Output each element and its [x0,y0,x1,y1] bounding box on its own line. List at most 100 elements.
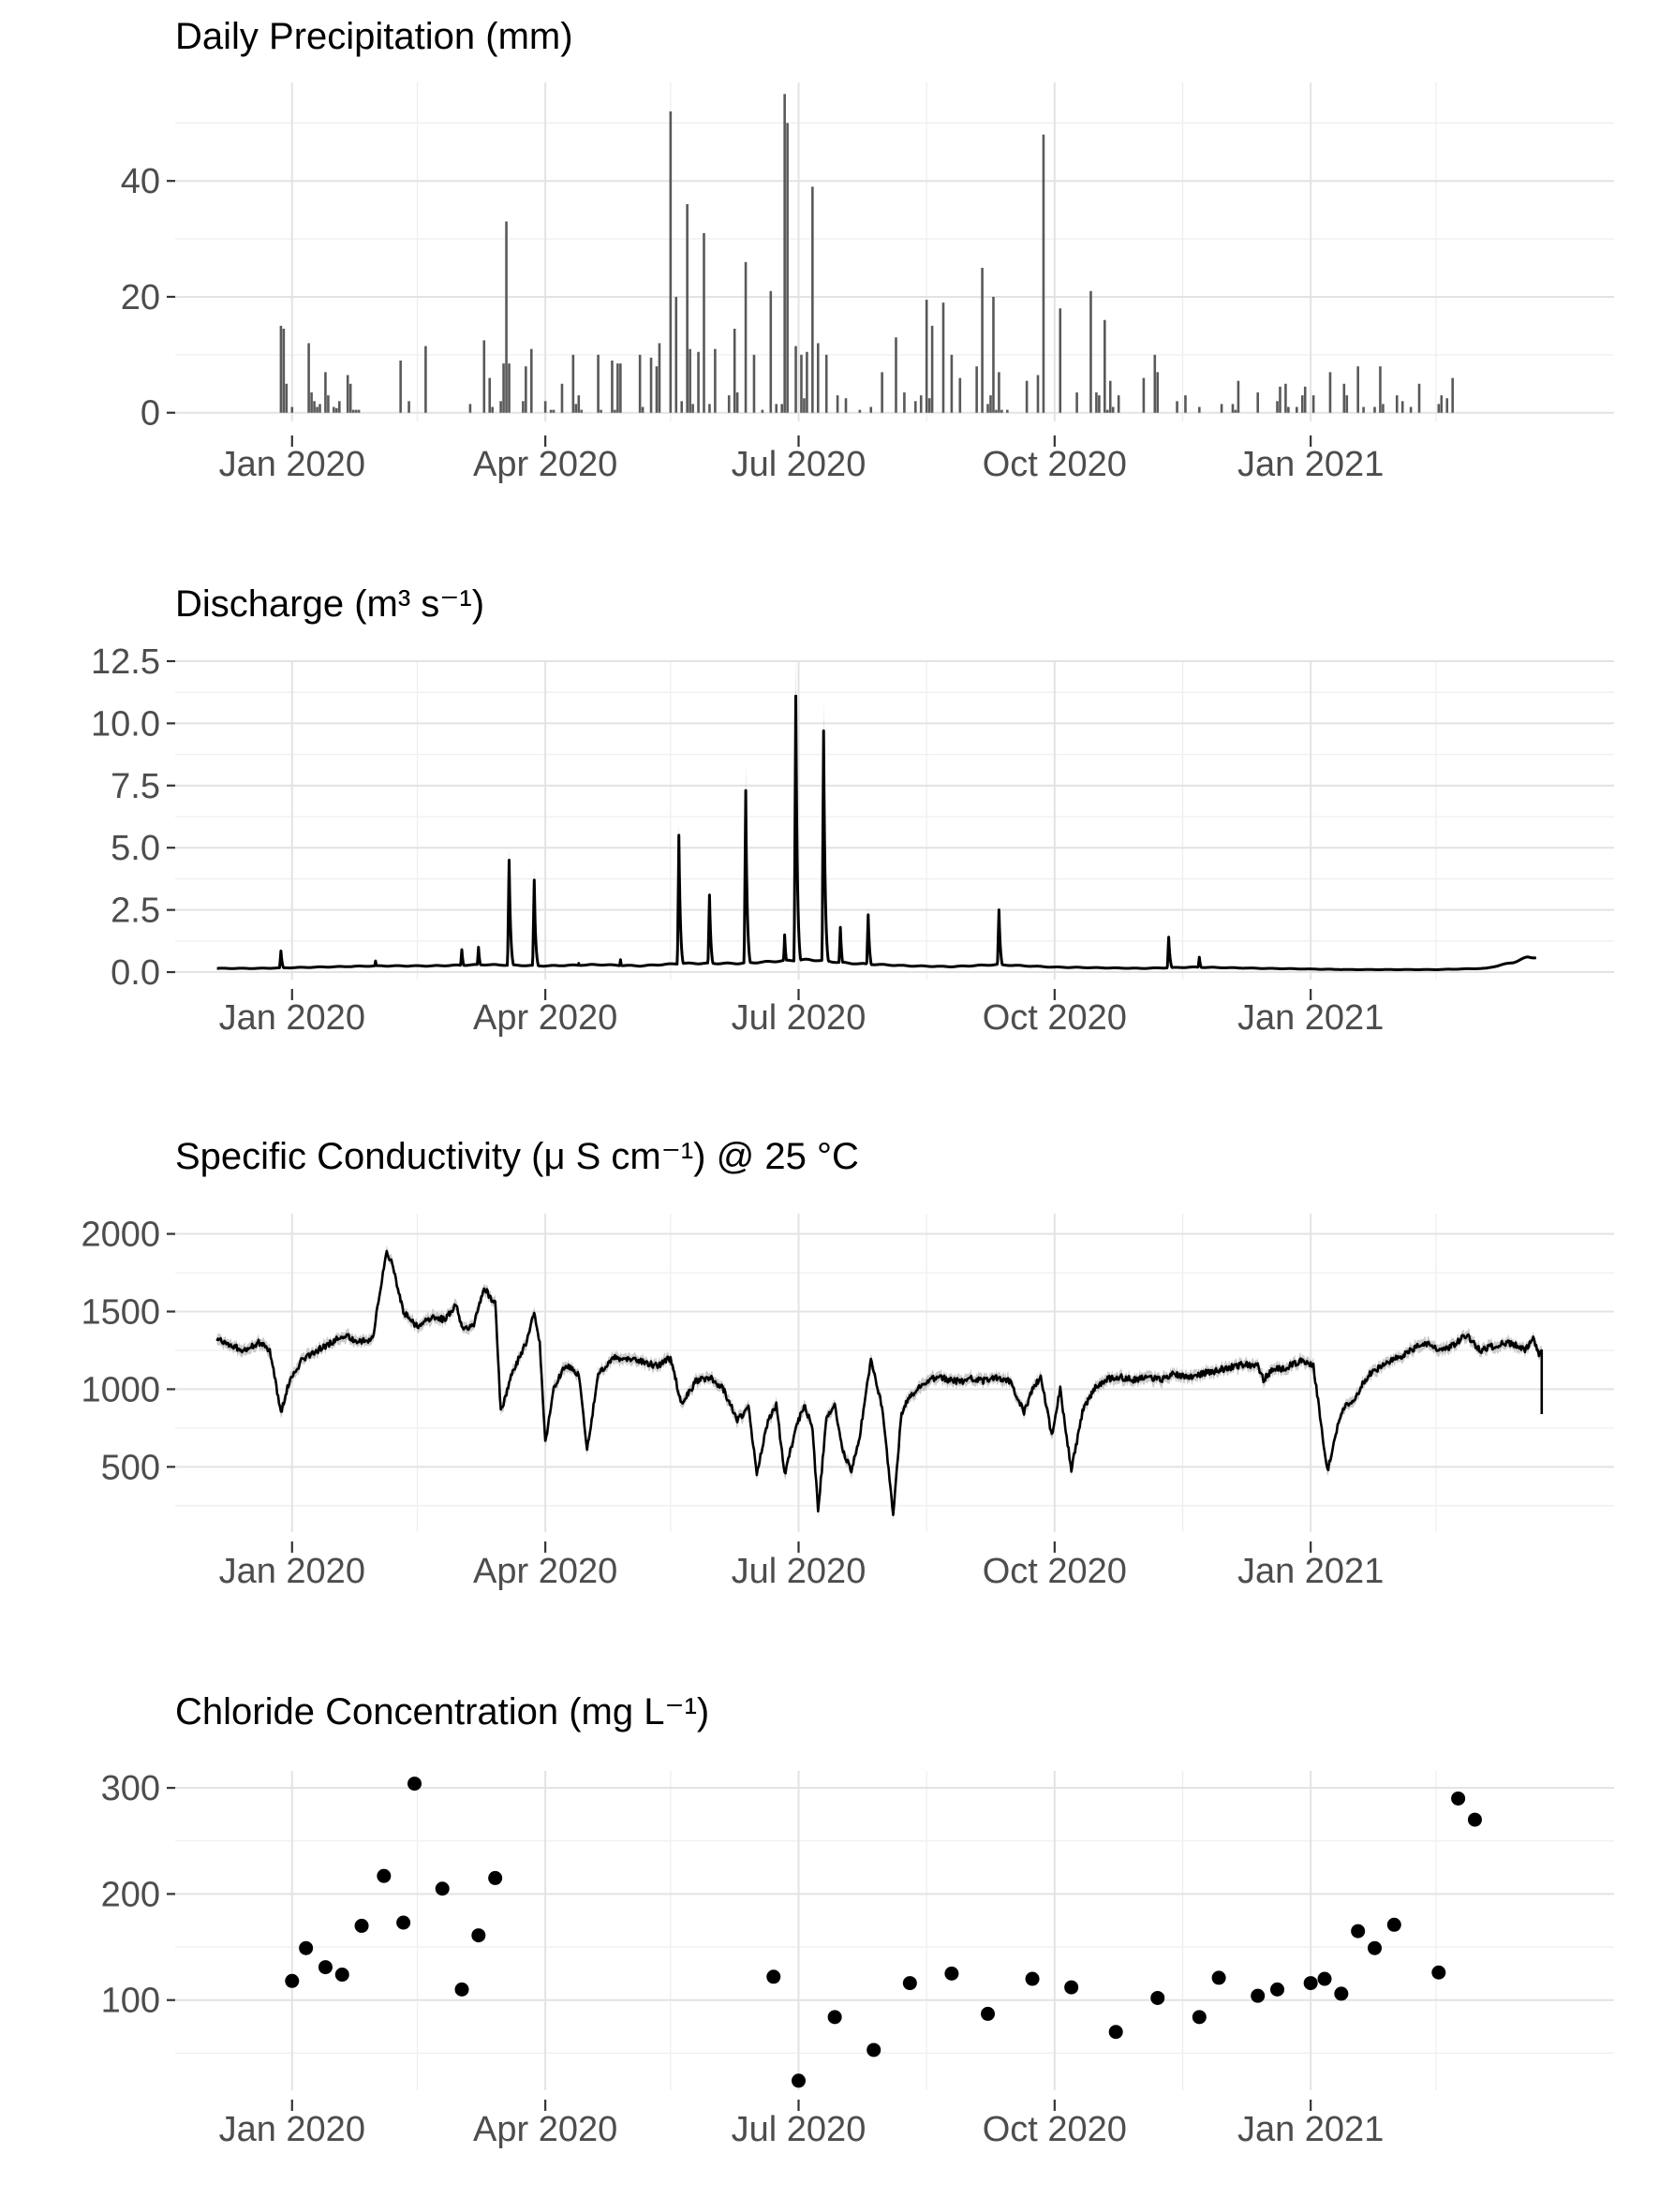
precipitation-bar [1395,395,1399,413]
precipitation-panel: Daily Precipitation (mm) 0 20 40 Jan 2020 Ap… [121,16,1614,484]
chloride-point [1451,1791,1466,1806]
precipitation-bar [1042,134,1045,413]
precipitation-bar [337,401,341,413]
chloride-point [299,1940,314,1955]
panel-title: Specific Conductivity (μ S cm⁻¹) @ 25 °C [175,1136,859,1177]
precipitation-bar [285,383,289,413]
chloride-point [1467,1812,1482,1827]
precipitation-bar [468,404,472,413]
precipitation-bar [1108,380,1112,413]
chloride-point [454,1982,469,1997]
precipitation-bar [697,351,700,413]
precipitation-bar [357,409,361,413]
precipitation-bar [836,395,839,413]
precipitation-bar [318,404,321,413]
precipitation-bar [1117,395,1120,413]
gridlines [175,1771,1614,2090]
precipitation-bar [780,404,783,413]
chloride-point [1386,1917,1401,1932]
precipitation-bar [1198,406,1201,413]
precipitation-bar [522,401,525,413]
precipitation-bar [1220,404,1223,413]
precipitation-bar [316,406,318,413]
precipitation-bars [279,94,1454,413]
precipitation-bar [927,398,931,413]
y-tick-label: 100 [101,1982,160,2021]
precipitation-bar [1153,354,1157,413]
chloride-point [1303,1976,1318,1991]
precipitation-bar [614,409,616,413]
x-tick-label: Jul 2020 [732,445,867,484]
precipitation-bar [958,377,962,413]
chloride-point [1317,1971,1332,1986]
x-tick-label: Apr 2020 [473,2110,617,2149]
x-tick-label: Oct 2020 [983,998,1127,1038]
y-tick-label: 7.5 [111,767,160,806]
precipitation-bar [1311,395,1315,413]
precipitation-bar [1303,386,1307,413]
panel-title: Daily Precipitation (mm) [175,16,573,57]
chloride-point [1251,1988,1266,2003]
precipitation-bar [1409,406,1413,413]
precipitation-bar [703,232,705,413]
precipitation-bar [499,401,502,413]
precipitation-bar [1373,406,1376,413]
precipitation-bar [1362,406,1365,413]
precipitation-bar [1098,395,1101,413]
discharge-panel: Discharge (m³ s⁻¹) 0.0 2.5 5.0 7.5 10.0 12.5 J… [91,583,1614,1038]
precipitation-bar [925,300,928,413]
precipitation-bar [571,354,575,413]
y-tick-label: 1500 [81,1292,160,1332]
precipitation-bar [775,404,778,413]
precipitation-bar [881,372,883,413]
precipitation-bar [508,363,511,413]
precipitation-bar [689,348,691,413]
conductivity-line [215,1249,1544,1516]
y-tick-label: 40 [121,162,160,201]
conductivity-uncertainty-band [216,1245,1542,1520]
x-tick-label: Jan 2020 [219,998,365,1038]
x-tick-label: Jul 2020 [732,998,867,1038]
precipitation-bar [995,409,998,413]
chloride-point [488,1870,503,1885]
y-tick-label: 1000 [81,1370,160,1409]
precipitation-bar [1356,366,1359,413]
chloride-point [1367,1940,1382,1955]
precipitation-bar [324,372,327,413]
precipitation-bar [638,354,642,413]
precipitation-bar [998,372,1000,413]
precipitation-bar [1111,406,1115,413]
chloride-point [1351,1924,1366,1939]
precipitation-bar [619,363,622,413]
chloride-point [1150,1990,1165,2005]
chloride-point [318,1960,333,1975]
precipitation-bar [680,401,684,413]
precipitation-bar [1025,380,1029,413]
chloride-point [867,2042,881,2057]
precipitation-bar [1342,383,1346,413]
precipitation-bar [1287,406,1290,413]
chloride-point [1025,1971,1040,1986]
precipitation-bar [1184,395,1187,413]
chloride-point [1211,1970,1226,1985]
precipitation-bar [313,401,316,413]
precipitation-bar [1176,401,1178,413]
precipitation-bar [903,392,906,413]
precipitation-bar [1000,409,1003,413]
precipitation-bar [686,203,689,413]
precipitation-bar [669,111,673,413]
x-tick-label: Jul 2020 [732,2110,867,2149]
precipitation-bar [333,406,335,413]
chloride-point [944,1966,959,1981]
precipitation-bar [1451,377,1454,413]
precipitation-bar [482,340,486,413]
precipitation-bar [794,346,797,413]
x-tick-label: Oct 2020 [983,2110,1127,2149]
precipitation-bar [674,296,678,413]
x-tick-label: Jul 2020 [732,1552,867,1591]
x-tick-label: Apr 2020 [473,1552,617,1591]
precipitation-bar [1059,308,1062,413]
precipitation-bar [869,406,873,413]
precipitation-bar [282,328,286,413]
precipitation-bar [399,361,402,413]
